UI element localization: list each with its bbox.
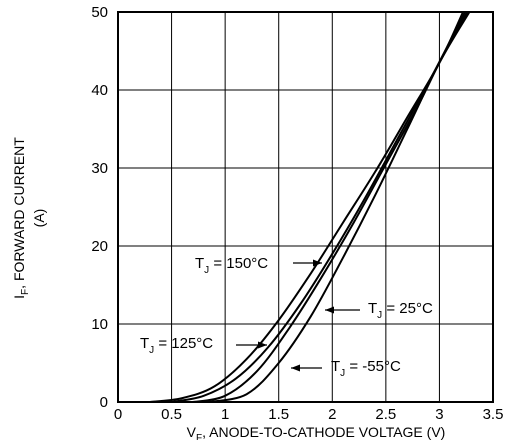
series-label-3: TJ = -55°C <box>331 358 401 379</box>
y-tick-label: 30 <box>91 160 108 177</box>
series-line-2 <box>192 11 469 403</box>
y-tick-label: 10 <box>91 316 108 333</box>
series-arrowhead-1 <box>258 341 267 349</box>
tick-labels: 0 0.5 1 1.5 2 2.5 3 3.5 0 10 20 30 40 50 <box>91 4 503 423</box>
y-tick-label: 20 <box>91 238 108 255</box>
series-line-1 <box>171 11 466 403</box>
series-arrowhead-3 <box>291 364 300 372</box>
x-tick-label: 1.5 <box>268 406 289 423</box>
curves <box>149 11 471 403</box>
series-line-0 <box>149 11 464 403</box>
y-tick-label: 50 <box>91 4 108 21</box>
x-tick-label: 3 <box>435 406 443 423</box>
x-tick-label: 0.5 <box>161 406 182 423</box>
x-tick-label: 2 <box>328 406 336 423</box>
series-arrowhead-0 <box>313 259 322 267</box>
series-label-1: TJ = 125°C <box>140 335 213 356</box>
series-arrowhead-2 <box>325 306 334 314</box>
plot-frame <box>117 11 494 403</box>
y-axis-label-unit: (A) <box>31 209 47 228</box>
grid <box>118 12 493 402</box>
x-tick-label: 3.5 <box>483 406 504 423</box>
annotations: TJ = 150°C TJ = 125°C TJ = 25°C TJ = -55°C <box>140 255 433 379</box>
series-label-0: TJ = 150°C <box>195 255 268 276</box>
y-tick-label: 0 <box>100 394 108 411</box>
series-line-3 <box>208 11 471 403</box>
x-tick-label: 1 <box>221 406 229 423</box>
series-label-2: TJ = 25°C <box>368 300 433 321</box>
x-axis-label: VF, ANODE-TO-CATHODE VOLTAGE (V) <box>187 424 446 440</box>
x-tick-label: 0 <box>114 406 122 423</box>
y-tick-label: 40 <box>91 82 108 99</box>
y-axis-label: IF, FORWARD CURRENT <box>11 137 31 299</box>
x-tick-label: 2.5 <box>375 406 396 423</box>
